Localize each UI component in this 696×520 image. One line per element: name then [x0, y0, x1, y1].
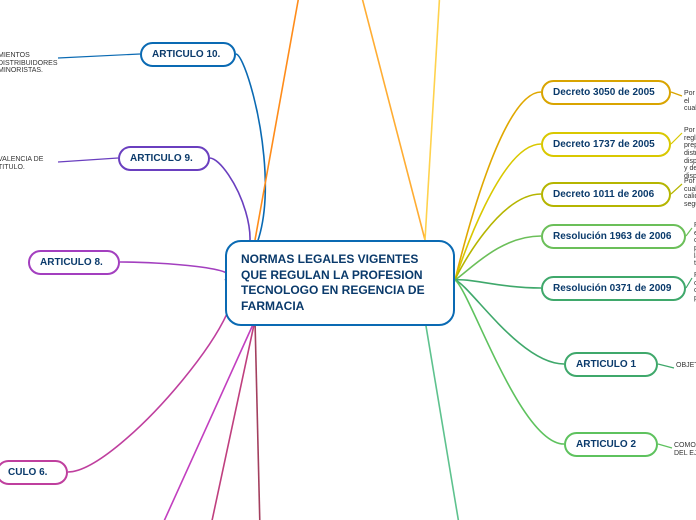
center-node: NORMAS LEGALES VIGENTES QUE REGULAN LA P… — [225, 240, 455, 326]
note-n3: Por el cual se calidad y seguridad — [684, 178, 696, 209]
note-n9: VALENCIA DE TITULO. — [0, 156, 58, 171]
node-n10: ARTICULO 8. — [28, 250, 120, 275]
node-n5: Resolución 0371 de 2009 — [541, 276, 686, 301]
node-n8: ARTICULO 10. — [140, 42, 236, 67]
node-n3: Decreto 1011 de 2006 — [541, 182, 671, 207]
node-n2: Decreto 1737 de 2005 — [541, 132, 671, 157]
node-n9: ARTICULO 9. — [118, 146, 210, 171]
mindmap-canvas: { "center": { "label": "NORMAS LEGALES V… — [0, 0, 696, 520]
note-n7: COMOAMPO DEL EJ — [674, 442, 696, 457]
node-n7: ARTICULO 2 — [564, 432, 658, 457]
center-label: NORMAS LEGALES VIGENTES QUE REGULAN LA P… — [241, 252, 425, 313]
note-n6: OBJETIVO — [676, 362, 696, 370]
node-n6: ARTICULO 1 — [564, 352, 658, 377]
note-n1: Por el cual — [684, 90, 696, 113]
note-n8: MIENTOS DISTRIBUIDORES MINORISTAS. — [0, 52, 58, 75]
node-n1: Decreto 3050 de 2005 — [541, 80, 671, 105]
note-n2: Por el cual se reglamenta la preparación… — [684, 127, 696, 181]
node-n11: CULO 6. — [0, 460, 68, 485]
node-n4: Resolución 1963 de 2006 — [541, 224, 686, 249]
